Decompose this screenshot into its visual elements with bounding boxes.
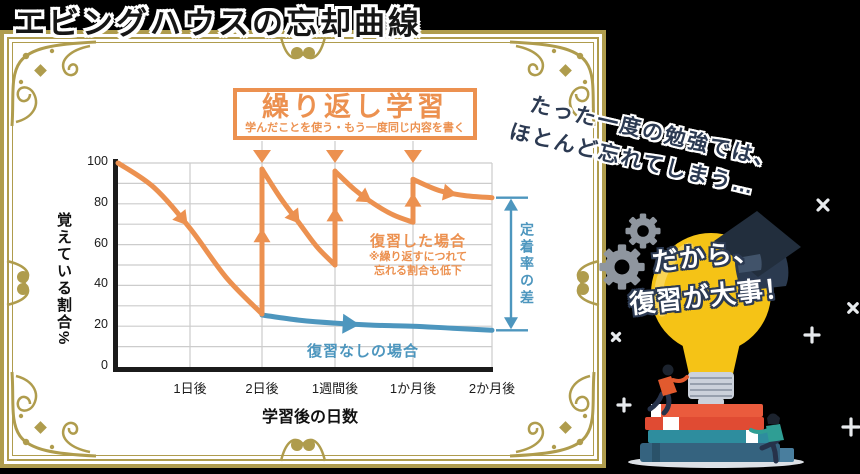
page-title: エビングハウスの忘却曲線 — [14, 0, 422, 48]
repeat-learning-title: 繰り返し学習 — [237, 92, 473, 122]
gap-arrow-down — [504, 317, 518, 329]
review-marker-triangle — [326, 150, 344, 163]
review-marker-triangle — [253, 150, 271, 163]
screenshot-root: 学習後の日数 覚えている割合% 復習した場合 ※繰り返すにつれて 忘れる割合も低… — [0, 0, 860, 474]
repeat-learning-subtitle: 学んだことを使う・もう一度同じ内容を書く — [237, 122, 473, 134]
sparkle-plus-icon — [805, 328, 819, 342]
sparkle-plus-icon — [843, 419, 859, 435]
repeat-learning-box: 繰り返し学習 学んだことを使う・もう一度同じ内容を書く — [233, 88, 477, 140]
sparkle-plus-icon — [618, 399, 630, 411]
sparkle-cross-icon — [609, 330, 623, 344]
x-axis — [113, 367, 493, 372]
curve-arrowhead — [405, 193, 422, 207]
curve-arrowhead — [254, 228, 271, 242]
curve-arrowhead — [327, 207, 344, 221]
review-marker-triangle — [404, 150, 422, 163]
gap-arrow-up — [504, 199, 518, 211]
y-axis — [113, 159, 118, 372]
curve-arrowhead — [342, 314, 360, 335]
no-review-curve — [262, 315, 492, 330]
reviewed-curve-decay — [335, 171, 413, 222]
sparkle-cross-icon — [845, 300, 860, 317]
